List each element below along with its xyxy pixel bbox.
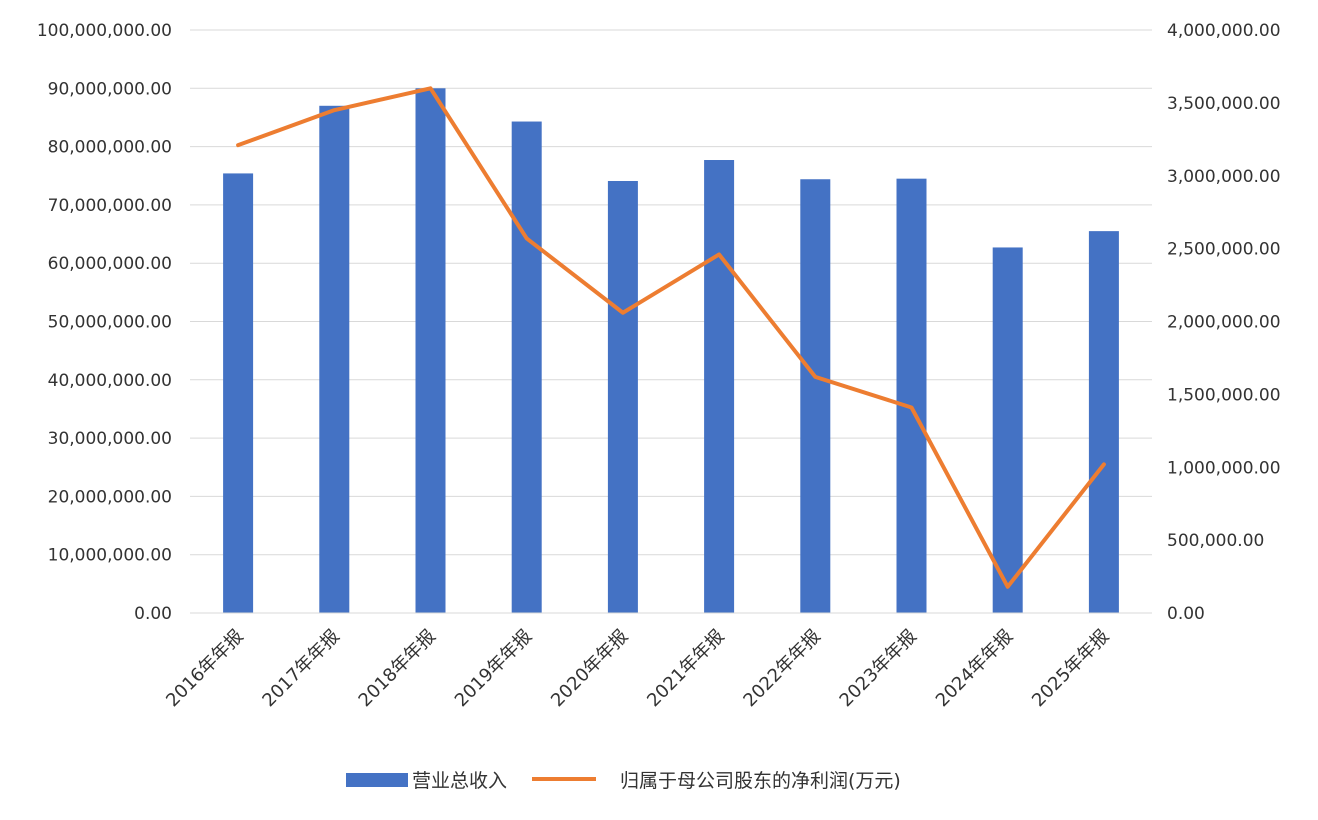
x-tick-label: 2023年年报 <box>836 626 921 711</box>
legend: 营业总收入 归属于母公司股东的净利润(万元) <box>346 770 901 792</box>
line-point <box>814 376 816 378</box>
y-left-tick-label: 100,000,000.00 <box>37 21 172 41</box>
x-tick-label: 2018年年报 <box>355 626 440 711</box>
y-left-tick-label: 10,000,000.00 <box>48 546 172 566</box>
line-point <box>333 109 335 111</box>
legend-line-label: 归属于母公司股东的净利润(万元) <box>620 770 901 792</box>
x-tick-label: 2021年年报 <box>643 626 728 711</box>
grid-layer <box>190 29 1152 614</box>
bar <box>992 247 1023 614</box>
x-tick-label: 2020年年报 <box>547 626 632 711</box>
y-right-tick-label: 500,000.00 <box>1167 531 1264 551</box>
y-left-tick-label: 70,000,000.00 <box>48 196 172 216</box>
x-tick-label: 2019年年报 <box>451 626 536 711</box>
y-right-tick-label: 1,000,000.00 <box>1167 458 1281 478</box>
y-left-tick-label: 40,000,000.00 <box>48 371 172 391</box>
y-right-tick-label: 2,500,000.00 <box>1167 240 1281 260</box>
x-tick-label: 2025年年报 <box>1028 626 1113 711</box>
y-right-tick-label: 1,500,000.00 <box>1167 385 1281 405</box>
line-point <box>718 253 720 255</box>
y-right-tick-label: 4,000,000.00 <box>1167 21 1281 41</box>
bar <box>704 160 735 613</box>
line-point <box>911 406 912 408</box>
line-point <box>1007 586 1009 588</box>
line-point <box>526 237 528 239</box>
y-axis-left: 0.00 10,000,000.00 20,000,000.00 30,000,000… <box>37 21 172 624</box>
bar <box>223 173 254 613</box>
x-tick-label: 2017年年报 <box>258 626 343 711</box>
line-point <box>237 144 239 146</box>
x-axis: 2016年年报 2017年年报 2018年年报 2019年年报 2020年年报 2021年… <box>162 612 1152 711</box>
bar <box>319 105 350 613</box>
series-line <box>236 86 1106 589</box>
legend-bar-swatch <box>346 773 408 787</box>
y-left-tick-label: 30,000,000.00 <box>48 429 172 449</box>
line-point <box>622 312 624 314</box>
y-left-tick-label: 60,000,000.00 <box>48 254 172 274</box>
line-point <box>1103 463 1105 465</box>
x-tick-label: 2022年年报 <box>739 626 824 711</box>
bar <box>896 178 927 614</box>
y-right-tick-label: 2,000,000.00 <box>1167 313 1281 333</box>
y-left-tick-label: 20,000,000.00 <box>48 487 172 507</box>
y-left-tick-label: 90,000,000.00 <box>48 79 172 99</box>
line-point <box>430 87 431 89</box>
x-tick-label: 2024年年报 <box>932 626 1017 711</box>
bars-layer <box>223 88 1119 614</box>
y-right-tick-label: 3,500,000.00 <box>1167 94 1281 114</box>
x-tick-label: 2016年年报 <box>162 626 247 711</box>
bar <box>511 121 542 613</box>
line-layer <box>236 86 1106 589</box>
y-axis-right: 0.00 500,000.00 1,000,000.00 1,500,000.00 2,… <box>1167 21 1281 624</box>
bar <box>415 88 446 614</box>
bar <box>607 180 638 613</box>
y-left-tick-label: 80,000,000.00 <box>48 138 172 158</box>
bar <box>800 179 831 614</box>
legend-bar-label: 营业总收入 <box>412 770 507 792</box>
y-right-tick-label: 3,000,000.00 <box>1167 167 1281 187</box>
y-left-tick-label: 0.00 <box>134 604 172 624</box>
bar <box>1088 231 1119 613</box>
y-left-tick-label: 50,000,000.00 <box>48 313 172 333</box>
y-right-tick-label: 0.00 <box>1167 604 1205 624</box>
